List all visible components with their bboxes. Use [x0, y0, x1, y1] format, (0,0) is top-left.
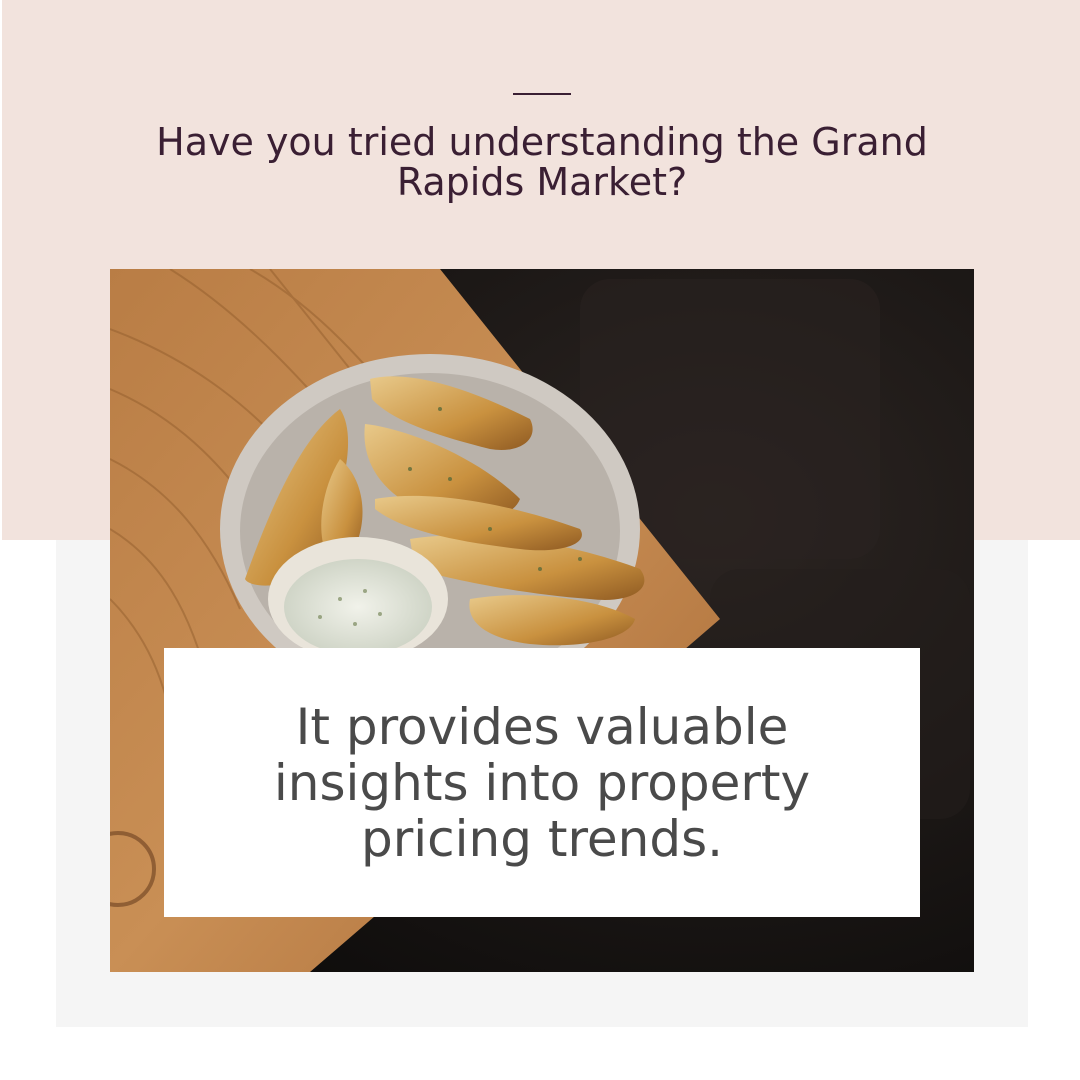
accent-divider [513, 93, 571, 95]
caption-card: It provides valuable insights into prope… [164, 648, 920, 917]
caption-text: It provides valuable insights into prope… [273, 697, 811, 868]
slide-heading: Have you tried understanding the Grand R… [156, 120, 928, 204]
